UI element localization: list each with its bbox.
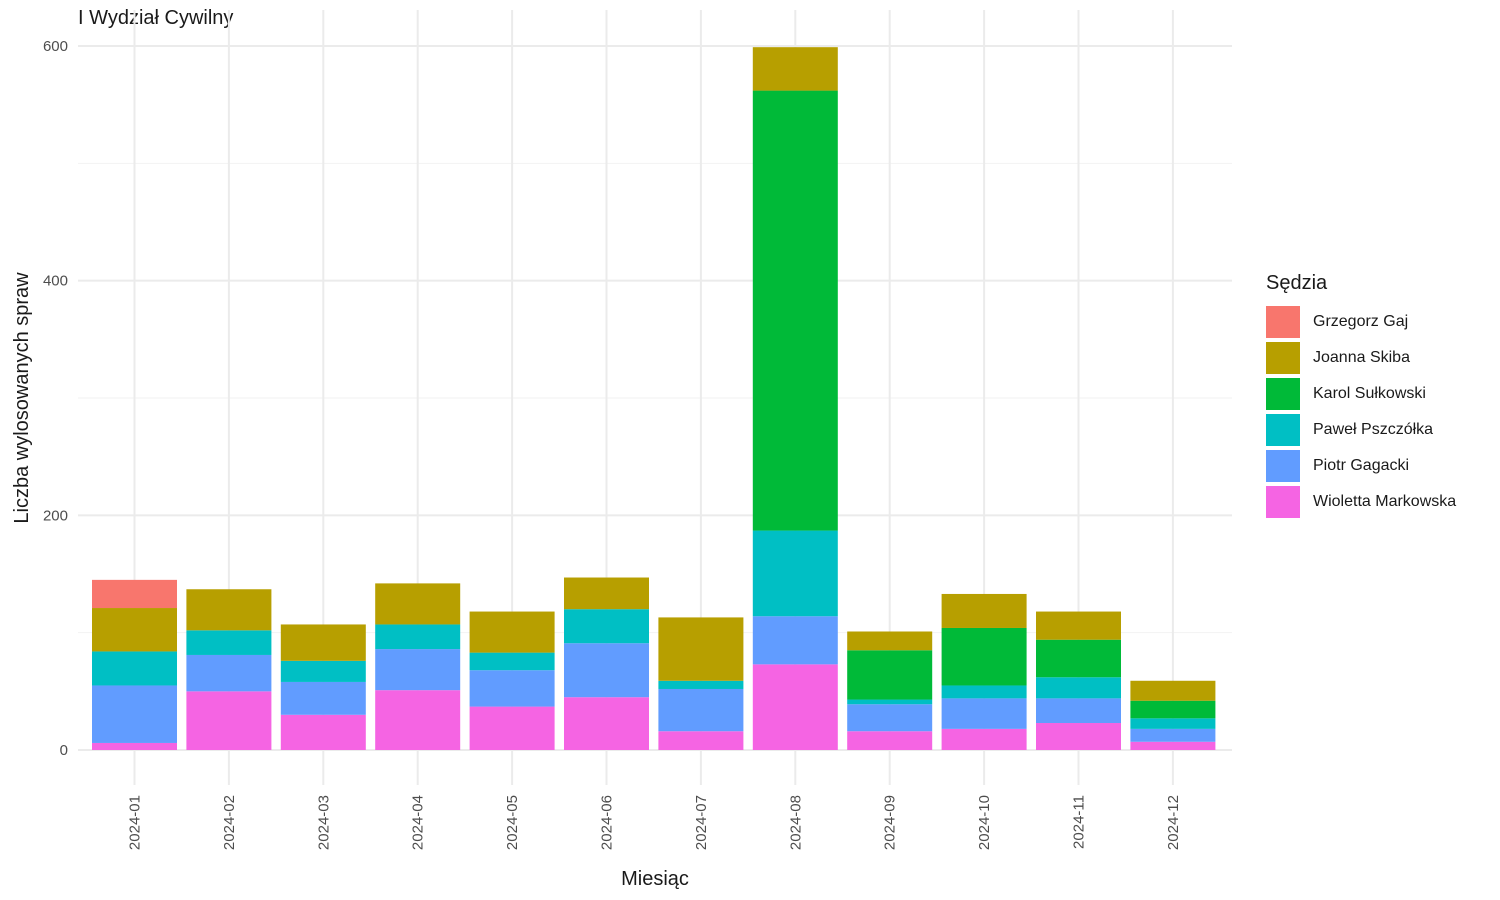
x-tick-label: 2024-08 <box>787 795 804 850</box>
bar-segment <box>280 714 366 750</box>
legend-item: Wioletta Markowska <box>1266 484 1456 520</box>
bar-segment <box>1130 680 1216 701</box>
y-tick-label: 600 <box>43 38 68 55</box>
bar-segment <box>1130 700 1216 719</box>
y-axis: 0 200 400 600 <box>43 38 68 759</box>
legend-swatch <box>1266 306 1300 338</box>
legend-label: Joanna Skiba <box>1313 349 1410 366</box>
legend-swatch <box>1266 342 1300 374</box>
bar-segment <box>658 731 744 750</box>
bar-segment <box>564 609 649 644</box>
legend: Sędzia Grzegorz Gaj Joanna Skiba Karol Suł… <box>1266 272 1456 520</box>
bar-segment <box>92 651 177 686</box>
legend-label: Grzegorz Gaj <box>1313 313 1409 330</box>
bar-segment <box>941 627 1027 686</box>
bar-segment <box>1130 718 1216 729</box>
bar-segment <box>375 690 461 750</box>
x-tick-label: 2024-09 <box>882 795 899 850</box>
bar-segment <box>752 90 838 531</box>
bar-segment <box>375 583 461 625</box>
bar-segment <box>847 699 933 705</box>
bar-segment <box>564 643 649 698</box>
legend-swatch <box>1266 486 1300 518</box>
bar-segment <box>280 681 366 715</box>
bar-segment <box>658 617 744 681</box>
legend-item: Joanna Skiba <box>1266 340 1456 376</box>
bar-segment <box>847 704 933 732</box>
bar-segment <box>375 624 461 650</box>
x-tick-label: 2024-01 <box>127 795 144 850</box>
bar-segment <box>941 728 1027 750</box>
bar-segment <box>92 685 177 743</box>
legend-label: Wioletta Markowska <box>1313 493 1457 510</box>
y-tick-label: 0 <box>60 742 68 759</box>
bar-segment <box>1036 723 1121 750</box>
legend-swatch <box>1266 414 1300 446</box>
legend-title: Sędzia <box>1266 272 1328 294</box>
legend-items: Grzegorz Gaj Joanna Skiba Karol Sułkowski P… <box>1266 304 1456 520</box>
bar-segment <box>752 616 838 665</box>
bar-segment <box>941 685 1027 699</box>
bar-segment <box>186 654 272 692</box>
legend-label: Karol Sułkowski <box>1313 385 1426 402</box>
bar-segment <box>752 664 838 750</box>
bar-segment <box>1036 611 1121 640</box>
x-tick-label: 2024-05 <box>504 795 521 850</box>
bar-segment <box>658 688 744 732</box>
legend-item: Karol Sułkowski <box>1266 376 1456 412</box>
bar-segment <box>92 742 177 750</box>
bar-segment <box>1036 698 1121 724</box>
bar-segment <box>1130 741 1216 750</box>
bar-segment <box>752 530 838 617</box>
x-tick-label: 2024-03 <box>315 795 332 850</box>
bar-segment <box>752 47 838 91</box>
bar-segment <box>469 670 555 707</box>
bar-segment <box>1036 677 1121 699</box>
y-tick-label: 200 <box>43 507 68 524</box>
bar-segment <box>941 593 1027 628</box>
y-axis-title: Liczba wylosowanych spraw <box>11 272 33 524</box>
bar-segment <box>92 579 177 609</box>
legend-swatch <box>1266 450 1300 482</box>
y-tick-label: 400 <box>43 273 68 290</box>
legend-item: Piotr Gagacki <box>1266 448 1456 484</box>
x-tick-label: 2024-02 <box>221 795 238 850</box>
bar-segment <box>847 650 933 700</box>
bar-segment <box>469 611 555 653</box>
bar-segment <box>1130 728 1216 742</box>
x-axis-title: Miesiąc <box>621 868 689 890</box>
bar-segment <box>375 649 461 691</box>
x-tick-label: 2024-10 <box>976 795 993 850</box>
x-tick-label: 2024-12 <box>1165 795 1182 850</box>
x-tick-label: 2024-07 <box>693 795 710 850</box>
bar-segment <box>1036 639 1121 678</box>
x-axis: 2024-01 2024-02 2024-03 2024-04 2024-05 2024-… <box>127 795 1182 850</box>
legend-label: Paweł Pszczółka <box>1313 421 1434 438</box>
bar-segment <box>564 697 649 750</box>
x-tick-label: 2024-04 <box>410 795 427 850</box>
bar-segment <box>469 652 555 671</box>
x-tick-label: 2024-11 <box>1071 795 1088 849</box>
bar-segment <box>280 660 366 682</box>
legend-item: Grzegorz Gaj <box>1266 304 1456 340</box>
bar-segment <box>186 691 272 750</box>
bar-segment <box>186 630 272 655</box>
bar-segment <box>847 631 933 651</box>
bar-segment <box>280 624 366 661</box>
bar-segment <box>186 589 272 631</box>
x-tick-label: 2024-06 <box>599 795 616 850</box>
legend-label: Piotr Gagacki <box>1313 457 1410 474</box>
bar-segment <box>941 698 1027 729</box>
legend-swatch <box>1266 378 1300 410</box>
chart-title: I Wydział Cywilny <box>78 7 234 29</box>
bar-segment <box>469 706 555 750</box>
bar-layer <box>92 47 1216 750</box>
legend-item: Paweł Pszczółka <box>1266 412 1456 448</box>
bar-segment <box>564 577 649 610</box>
bar-segment <box>92 608 177 652</box>
bar-segment <box>847 731 933 750</box>
bar-segment <box>658 680 744 689</box>
